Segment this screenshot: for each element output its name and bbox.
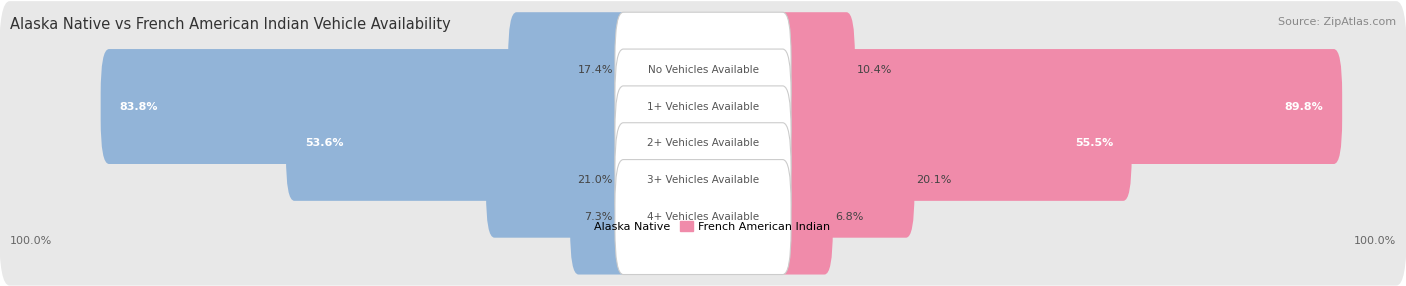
FancyBboxPatch shape <box>775 12 855 127</box>
FancyBboxPatch shape <box>486 123 631 238</box>
FancyBboxPatch shape <box>614 160 792 275</box>
Text: 7.3%: 7.3% <box>585 212 613 222</box>
FancyBboxPatch shape <box>775 49 1343 164</box>
Text: Source: ZipAtlas.com: Source: ZipAtlas.com <box>1278 17 1396 27</box>
FancyBboxPatch shape <box>775 123 914 238</box>
Text: 100.0%: 100.0% <box>1354 236 1396 246</box>
Text: 53.6%: 53.6% <box>305 138 343 148</box>
Text: 6.8%: 6.8% <box>835 212 863 222</box>
FancyBboxPatch shape <box>508 12 631 127</box>
Text: 100.0%: 100.0% <box>10 236 52 246</box>
FancyBboxPatch shape <box>775 86 1132 201</box>
Text: Alaska Native vs French American Indian Vehicle Availability: Alaska Native vs French American Indian … <box>10 17 450 32</box>
FancyBboxPatch shape <box>571 160 631 275</box>
Text: 2+ Vehicles Available: 2+ Vehicles Available <box>647 138 759 148</box>
Text: 1+ Vehicles Available: 1+ Vehicles Available <box>647 102 759 112</box>
FancyBboxPatch shape <box>285 86 631 201</box>
FancyBboxPatch shape <box>0 112 1406 249</box>
Text: No Vehicles Available: No Vehicles Available <box>648 65 758 75</box>
FancyBboxPatch shape <box>614 12 792 127</box>
Text: 4+ Vehicles Available: 4+ Vehicles Available <box>647 212 759 222</box>
Text: 3+ Vehicles Available: 3+ Vehicles Available <box>647 175 759 185</box>
Text: 21.0%: 21.0% <box>578 175 613 185</box>
FancyBboxPatch shape <box>0 38 1406 175</box>
FancyBboxPatch shape <box>101 49 631 164</box>
Text: 10.4%: 10.4% <box>858 65 893 75</box>
Legend: Alaska Native, French American Indian: Alaska Native, French American Indian <box>571 217 835 236</box>
FancyBboxPatch shape <box>614 49 792 164</box>
FancyBboxPatch shape <box>614 86 792 201</box>
Text: 17.4%: 17.4% <box>578 65 613 75</box>
FancyBboxPatch shape <box>0 148 1406 286</box>
Text: 20.1%: 20.1% <box>917 175 952 185</box>
Text: 83.8%: 83.8% <box>120 102 157 112</box>
Text: 89.8%: 89.8% <box>1285 102 1323 112</box>
FancyBboxPatch shape <box>0 75 1406 212</box>
Text: 55.5%: 55.5% <box>1074 138 1114 148</box>
FancyBboxPatch shape <box>0 1 1406 138</box>
FancyBboxPatch shape <box>614 123 792 238</box>
FancyBboxPatch shape <box>775 160 832 275</box>
